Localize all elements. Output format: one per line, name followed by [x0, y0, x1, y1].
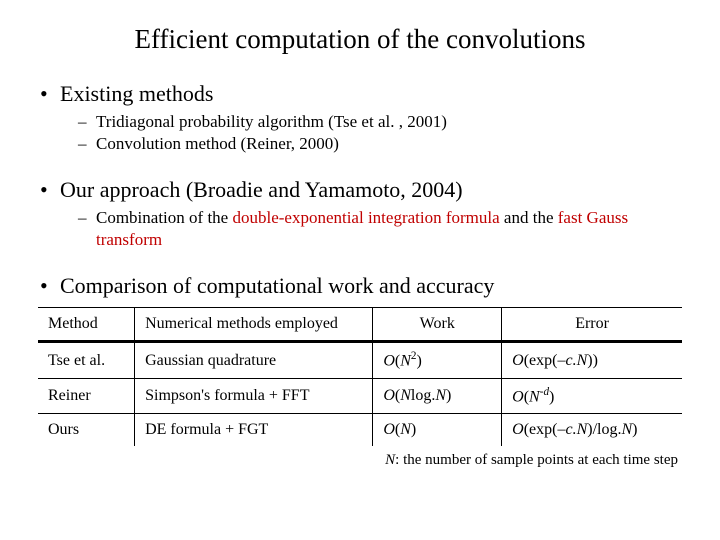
cell-numerical: DE formula + FGT	[135, 414, 373, 447]
footnote-N: N	[385, 452, 395, 468]
cell-method: Reiner	[38, 378, 135, 413]
existing-item-1: Tridiagonal probability algorithm (Tse e…	[38, 111, 682, 133]
cell-error: O(exp(–c.N)/log.N)	[502, 414, 682, 447]
our-approach-section: Our approach (Broadie and Yamamoto, 2004…	[38, 177, 682, 251]
existing-methods-section: Existing methods Tridiagonal probability…	[38, 81, 682, 155]
comparison-table: Method Numerical methods employed Work E…	[38, 307, 682, 446]
slide-title: Efficient computation of the convolution…	[38, 24, 682, 55]
approach-mid: and the	[500, 208, 558, 227]
th-work: Work	[373, 308, 502, 342]
cell-work: O(N2)	[373, 343, 502, 378]
our-approach-item: Combination of the double-exponential in…	[38, 207, 682, 251]
comparison-heading: Comparison of computational work and acc…	[38, 273, 682, 299]
cell-numerical: Simpson's formula + FFT	[135, 378, 373, 413]
cell-method: Tse et al.	[38, 343, 135, 378]
th-error: Error	[502, 308, 682, 342]
th-numerical: Numerical methods employed	[135, 308, 373, 342]
comparison-section: Comparison of computational work and acc…	[38, 273, 682, 299]
existing-methods-heading: Existing methods	[38, 81, 682, 107]
table-header-row: Method Numerical methods employed Work E…	[38, 308, 682, 342]
cell-work: O(Nlog.N)	[373, 378, 502, 413]
cell-numerical: Gaussian quadrature	[135, 343, 373, 378]
approach-prefix: Combination of the	[96, 208, 232, 227]
cell-error: O(exp(–c.N))	[502, 343, 682, 378]
approach-accent-1: double-exponential integration formula	[232, 208, 499, 227]
cell-work: O(N)	[373, 414, 502, 447]
cell-error: O(N-d)	[502, 378, 682, 413]
table-row: Tse et al. Gaussian quadrature O(N2) O(e…	[38, 343, 682, 378]
cell-method: Ours	[38, 414, 135, 447]
th-method: Method	[38, 308, 135, 342]
our-approach-heading: Our approach (Broadie and Yamamoto, 2004…	[38, 177, 682, 203]
footnote-text: : the number of sample points at each ti…	[395, 452, 678, 468]
table-row: Reiner Simpson's formula + FFT O(Nlog.N)…	[38, 378, 682, 413]
table-footnote: N: the number of sample points at each t…	[38, 452, 682, 469]
table-row: Ours DE formula + FGT O(N) O(exp(–c.N)/l…	[38, 414, 682, 447]
existing-item-2: Convolution method (Reiner, 2000)	[38, 133, 682, 155]
